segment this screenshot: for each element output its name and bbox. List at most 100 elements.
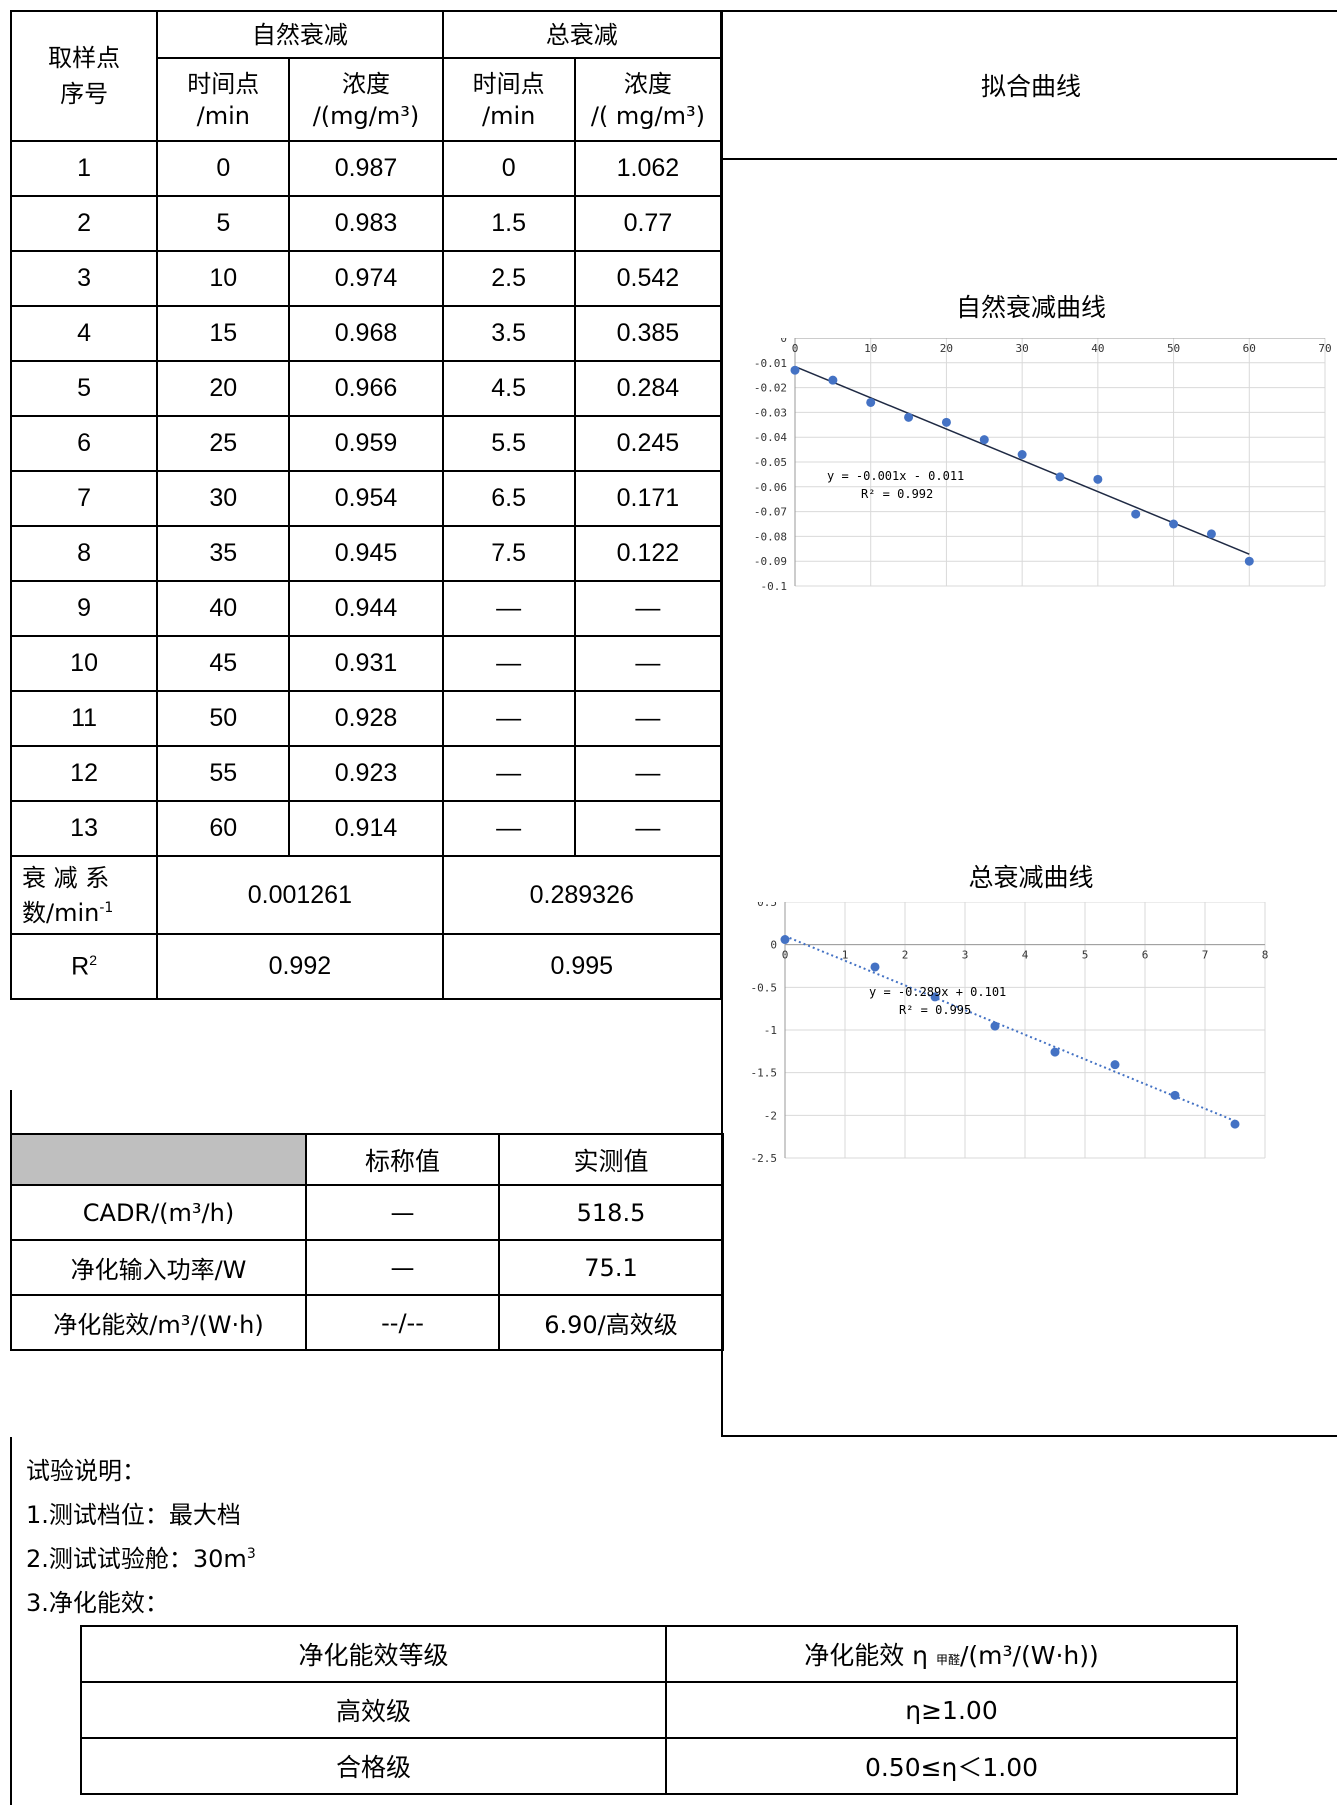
table-row: 5 20 0.966 4.5 0.284 xyxy=(9,360,723,417)
x-tick-label: 8 xyxy=(1262,949,1269,962)
natural-chart-title: 自然衰减曲线 xyxy=(955,293,1106,322)
natural-time-header: 时间点 /min xyxy=(156,57,291,142)
nominal-header: 标称值 xyxy=(305,1133,500,1186)
trend-r2: R² = 0.995 xyxy=(899,1003,971,1017)
table-cell-c1: 0.983 xyxy=(288,195,444,252)
table-row: 7 30 0.954 6.5 0.171 xyxy=(9,470,723,527)
table-cell-t2: — xyxy=(441,635,576,692)
x-tick-label: 30 xyxy=(1016,342,1029,355)
table-cell-c2: 1.062 xyxy=(573,140,723,197)
r2-label: R2 xyxy=(9,933,159,1000)
table-cell-t1: 5 xyxy=(156,195,291,252)
table-cell-c2: 0.245 xyxy=(573,415,723,472)
table-cell-c1: 0.923 xyxy=(288,745,444,802)
table-cell-no: 9 xyxy=(9,580,159,637)
trend-r2: R² = 0.992 xyxy=(861,487,933,501)
x-tick-label: 70 xyxy=(1318,342,1331,355)
fit-curve-panel: 拟合曲线 自然衰减曲线 0 -0.01 -0.02 -0.03 -0.04 -0.05 -0… xyxy=(721,10,1337,1437)
x-tick-label: 4 xyxy=(1022,949,1029,962)
perf-cell-nominal: --/-- xyxy=(305,1294,500,1351)
data-point xyxy=(930,992,940,1002)
x-tick-label: 60 xyxy=(1243,342,1256,355)
perf-cell-measured: 75.1 xyxy=(498,1239,724,1296)
table-cell-c1: 0.968 xyxy=(288,305,444,362)
decay-coef-total: 0.289326 xyxy=(441,855,723,935)
data-point xyxy=(1017,450,1027,460)
data-point xyxy=(1169,519,1179,529)
table-cell-no: 13 xyxy=(9,800,159,857)
measured-header: 实测值 xyxy=(498,1133,724,1186)
spacer-row xyxy=(10,1090,721,1135)
table-cell-t1: 10 xyxy=(156,250,291,307)
total-conc-header: 浓度 /( mg/m³) xyxy=(573,57,723,142)
table-row: 12 55 0.923— — xyxy=(9,745,723,802)
x-tick-label: 2 xyxy=(902,949,909,962)
table-cell-t2: 3.5 xyxy=(441,305,576,362)
y-tick-label: -1 xyxy=(764,1024,777,1037)
y-tick-label: -0.03 xyxy=(754,406,787,419)
decay-coef-natural: 0.001261 xyxy=(156,855,444,935)
table-row: 6 25 0.959 5.5 0.245 xyxy=(9,415,723,472)
sample-no-header: 取样点 序号 xyxy=(9,10,159,142)
perf-cell-label: CADR/(m³/h) xyxy=(10,1184,307,1241)
y-tick-label: -0.08 xyxy=(754,530,787,543)
data-point xyxy=(780,935,790,945)
table-cell-t2: — xyxy=(441,800,576,857)
perf-cell-nominal: — xyxy=(305,1239,500,1296)
table-cell-c2: 0.171 xyxy=(573,470,723,527)
perf-row: CADR/(m³/h) —518.5 xyxy=(10,1184,724,1241)
data-point xyxy=(1110,1060,1120,1070)
perf-cell-measured: 518.5 xyxy=(498,1184,724,1241)
table-cell-t2: — xyxy=(441,580,576,637)
perf-cell-label: 净化能效/m³/(W·h) xyxy=(10,1294,307,1351)
grade-row: 合格级 0.50≤η＜1.00 xyxy=(80,1737,1238,1795)
data-point xyxy=(904,412,914,422)
table-cell-c1: 0.931 xyxy=(288,635,444,692)
notes-title: 试验说明： xyxy=(26,1457,146,1485)
y-tick-label: -0.1 xyxy=(761,580,788,593)
table-cell-no: 1 xyxy=(9,140,159,197)
y-tick-label: -0.09 xyxy=(754,555,787,568)
perf-cell-measured: 6.90/高效级 xyxy=(498,1294,724,1351)
x-tick-label: 3 xyxy=(962,949,969,962)
efficiency-grade-table: 净化能效等级 净化能效 η 甲醛/(m³/(W·h)) 高效级 η≥1.00 合格级… xyxy=(80,1625,1238,1795)
table-cell-t1: 50 xyxy=(156,690,291,747)
data-point xyxy=(1050,1047,1060,1057)
table-cell-t1: 20 xyxy=(156,360,291,417)
data-point xyxy=(1206,529,1216,539)
table-cell-c2: — xyxy=(573,690,723,747)
table-row: 9 40 0.944— — xyxy=(9,580,723,637)
table-cell-c2: — xyxy=(573,580,723,637)
table-cell-c2: — xyxy=(573,745,723,802)
test-notes: 试验说明： 1.测试档位：最大档 2.测试试验舱：30m3 3.净化能效： xyxy=(10,1437,1337,1805)
grade-row: 高效级 η≥1.00 xyxy=(80,1681,1238,1739)
performance-table: 标称值 实测值 CADR/(m³/h) —518.5 净化输入功率/W —75.1 净化… xyxy=(10,1133,724,1351)
table-row: 10 45 0.931— — xyxy=(9,635,723,692)
perf-row: 净化输入功率/W —75.1 xyxy=(10,1239,724,1296)
efficiency-header: 净化能效 η 甲醛/(m³/(W·h)) xyxy=(665,1625,1238,1683)
y-tick-label: -0.04 xyxy=(754,431,787,444)
table-row: 3 10 0.974 2.5 0.542 xyxy=(9,250,723,307)
x-tick-label: 0 xyxy=(782,949,789,962)
table-row: 2 5 0.983 1.5 0.77 xyxy=(9,195,723,252)
table-cell-t1: 30 xyxy=(156,470,291,527)
table-cell-no: 7 xyxy=(9,470,159,527)
x-tick-label: 7 xyxy=(1202,949,1209,962)
table-cell-t2: 6.5 xyxy=(441,470,576,527)
y-tick-label: -2.5 xyxy=(751,1152,778,1165)
table-row: 4 15 0.968 3.5 0.385 xyxy=(9,305,723,362)
perf-row: 净化能效/m³/(W·h) --/-- 6.90/高效级 xyxy=(10,1294,724,1351)
total-time-header: 时间点 /min xyxy=(441,57,576,142)
perf-blank-header xyxy=(10,1133,307,1186)
trend-equation: y = -0.289x + 0.101 xyxy=(869,985,1006,999)
total-decay-chart: 0.5 0 -0.5 -1 -1.5 -2 -2.5 0 1 2 3 4 5 6 7 8 y = -0.289x… xyxy=(751,902,1269,1165)
table-cell-no: 11 xyxy=(9,690,159,747)
table-cell-c2: 0.284 xyxy=(573,360,723,417)
data-point xyxy=(790,365,800,375)
table-cell-t1: 60 xyxy=(156,800,291,857)
table-cell-t2: 2.5 xyxy=(441,250,576,307)
note-efficiency: 3.净化能效： xyxy=(26,1589,169,1617)
table-cell-c1: 0.945 xyxy=(288,525,444,582)
data-point xyxy=(1244,556,1254,566)
data-point xyxy=(870,962,880,972)
